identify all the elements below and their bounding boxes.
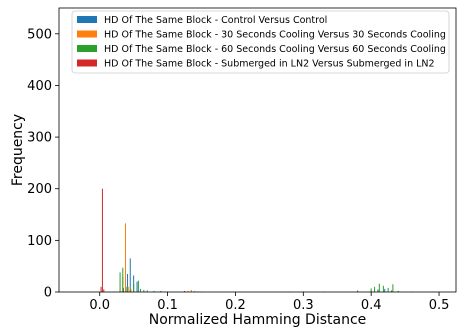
histogram-bar-series-3: [137, 280, 139, 292]
histogram-bar-series-3: [119, 272, 121, 292]
histogram-bar-series-3: [133, 284, 135, 292]
y-axis-title: Frequency: [10, 114, 26, 186]
histogram-bar-series-1: [146, 290, 148, 292]
histogram-bar-series-1: [160, 290, 162, 292]
x-axis-title: Normalized Hamming Distance: [149, 312, 367, 328]
histogram-bar-series-3: [378, 283, 380, 292]
histogram-bar-series-2: [127, 286, 129, 292]
y-tick-label: 400: [27, 79, 52, 94]
histogram-bar-series-1: [127, 273, 129, 292]
histogram-bar-series-1: [384, 288, 386, 292]
histogram-bar-series-1: [129, 258, 131, 292]
histogram-bar-series-3: [370, 288, 372, 292]
y-tick-label: 500: [27, 27, 52, 42]
legend-label: HD Of The Same Block - 30 Seconds Coolin…: [104, 30, 446, 41]
y-tick-label: 300: [27, 131, 52, 146]
legend-label: HD Of The Same Block - 60 Seconds Coolin…: [104, 44, 446, 55]
legend-swatch: [77, 16, 97, 23]
histogram-bars: [100, 188, 433, 292]
histogram-bar-series-3: [143, 289, 145, 292]
histogram-bar-series-3: [374, 286, 376, 292]
histogram-bar-series-1: [122, 287, 124, 292]
histogram-bar-series-3: [397, 290, 399, 292]
histogram-bar-series-3: [126, 286, 128, 292]
legend-swatch: [77, 59, 97, 67]
legend-label: HD Of The Same Block - Control Versus Co…: [104, 15, 327, 26]
histogram-bar-series-4: [122, 290, 124, 292]
histogram-bar-series-3: [387, 287, 389, 292]
chart-legend: HD Of The Same Block - Control Versus Co…: [71, 10, 450, 74]
legend-box: [71, 10, 450, 74]
plot-frame: [58, 7, 457, 293]
y-tick-label: 100: [27, 234, 52, 249]
histogram-bar-series-4: [184, 290, 186, 292]
legend-swatch: [77, 30, 97, 38]
x-axis-ticks: 0.0 0.1 0.2 0.3 0.4 0.5: [89, 292, 449, 313]
histogram-bar-series-3: [392, 284, 394, 292]
y-tick-label: 0: [44, 286, 52, 301]
x-tick-label: 0.2: [225, 298, 246, 313]
histogram-bar-series-4: [100, 286, 102, 292]
y-tick-label: 200: [27, 182, 52, 197]
x-tick-label: 0.1: [157, 298, 178, 313]
histogram-bar-series-2: [130, 288, 132, 292]
x-tick-label: 0.5: [429, 298, 450, 313]
histogram-bar-series-1: [133, 275, 135, 292]
histogram-bar-series-2: [139, 290, 141, 292]
histogram-bar-series-2: [125, 223, 127, 292]
x-tick-label: 0.0: [89, 298, 110, 313]
y-axis-ticks: 0 100 200 300 400 500: [27, 27, 59, 301]
histogram-bar-series-4: [101, 188, 103, 292]
histogram-bar-series-1: [391, 290, 393, 292]
histogram-bar-series-1: [377, 289, 379, 292]
histogram-bar-series-2: [187, 290, 189, 292]
histogram-bar-series-1: [136, 281, 138, 292]
x-tick-label: 0.4: [361, 298, 382, 313]
histogram-bar-series-2: [190, 289, 192, 292]
histogram-bar-series-4: [103, 289, 105, 292]
histogram-bar-series-1: [139, 288, 141, 292]
legend-label: HD Of The Same Block - Submerged in LN2 …: [104, 59, 435, 70]
histogram-bar-series-3: [357, 290, 359, 292]
histogram-bar-series-3: [129, 289, 131, 292]
histogram-bar-series-3: [153, 290, 155, 292]
histogram-bar-series-3: [382, 285, 384, 292]
legend-swatch: [77, 45, 97, 52]
x-tick-label: 0.3: [293, 298, 314, 313]
histogram-bar-series-3: [122, 267, 124, 292]
